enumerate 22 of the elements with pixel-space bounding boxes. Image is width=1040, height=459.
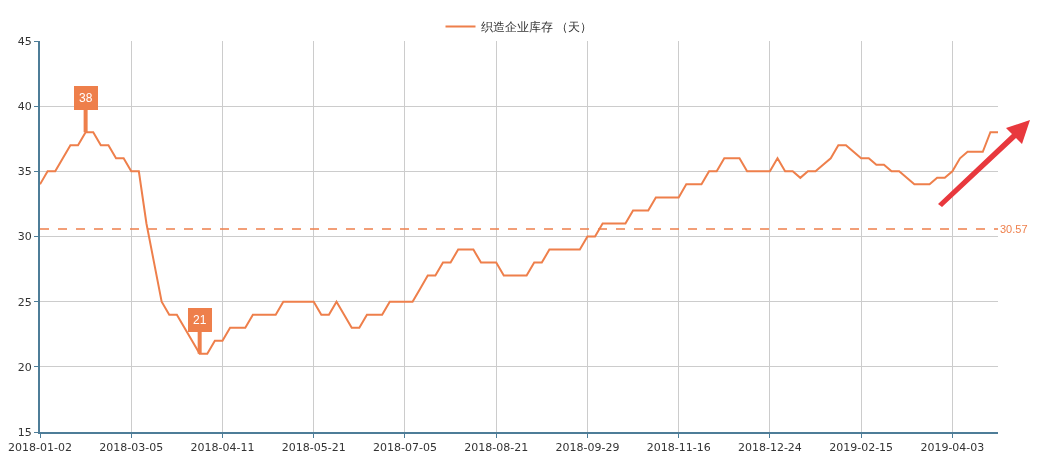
x-tick-label: 2018-12-24 — [737, 441, 802, 455]
y-tick-label: 25 — [17, 295, 32, 309]
x-tick-label: 2019-04-03 — [920, 441, 985, 455]
x-tick-label: 2018-05-21 — [281, 441, 346, 455]
x-tick-label: 2018-01-02 — [8, 441, 72, 455]
annotation: 38 — [79, 91, 93, 105]
y-tick-label: 40 — [17, 100, 32, 114]
y-tick-label: 15 — [17, 425, 32, 439]
x-tick-label: 2018-09-29 — [555, 441, 620, 455]
x-tick-label: 2018-07-05 — [372, 441, 437, 455]
ref-line-label: 30.57 — [1000, 223, 1028, 235]
x-tick-label: 2018-04-11 — [190, 441, 255, 455]
y-tick-label: 35 — [17, 165, 32, 179]
y-tick-label: 45 — [17, 34, 32, 48]
x-tick-label: 2018-08-21 — [464, 441, 529, 455]
y-tick-label: 20 — [17, 360, 32, 374]
y-tick-label: 30 — [17, 230, 32, 244]
annotation: 21 — [193, 313, 207, 327]
x-tick-label: 2019-02-15 — [829, 441, 894, 455]
x-tick-label: 2018-03-05 — [99, 441, 164, 455]
x-tick-label: 2018-11-16 — [646, 441, 711, 455]
legend-label: 织造企业库存 （天） — [480, 20, 593, 35]
